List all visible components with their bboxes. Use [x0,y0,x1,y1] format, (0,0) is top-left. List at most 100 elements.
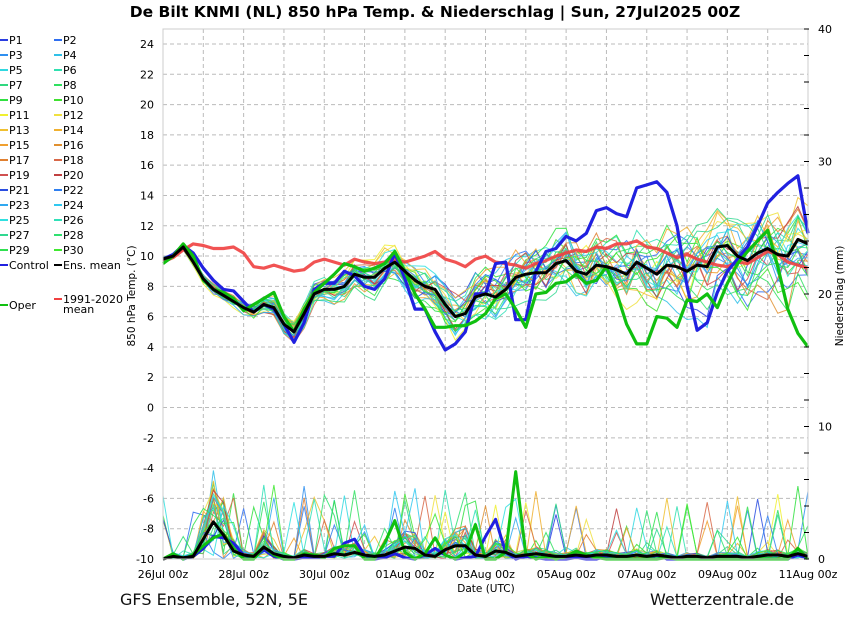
legend-item: P20 [54,169,84,182]
legend-item: P30 [54,244,84,257]
y-tick-label: 8 [147,280,154,293]
y-tick-label: 10 [140,250,154,263]
y-tick-label: 2 [147,371,154,384]
y-tick-label: -2 [143,432,154,445]
ens-mean-precip-line [162,520,809,561]
legend-item: P26 [54,214,84,227]
legend-label: P1 [9,34,23,47]
legend-item: P10 [54,94,84,107]
legend-label: 1991-2020 [63,293,123,306]
legend-label: P26 [63,214,84,227]
y-tick-label: 18 [140,129,154,142]
legend-item: Ens. mean [54,259,121,272]
temp-line-p30 [162,235,809,335]
legend-label: P22 [63,184,84,197]
grid [163,29,808,560]
legend-label: P16 [63,139,84,152]
legend-label: Control [9,259,49,272]
y-tick-label: -4 [143,462,154,475]
legend-label: P30 [63,244,84,257]
legend-item: P23 [0,199,30,212]
y2-tick-label: 20 [818,288,832,301]
legend-item: Control [0,259,49,272]
legend-item: P27 [0,229,30,242]
legend-item: P21 [0,184,30,197]
legend-item: P19 [0,169,30,182]
x-tick-label: 07Aug 00z [617,568,676,581]
legend-item: P1 [0,34,23,47]
y-tick-label: 4 [147,341,154,354]
legend-item: P4 [54,49,77,62]
y2-axis-label: Niederschlag (mm) [834,246,846,347]
legend-item: P12 [54,109,84,122]
legend-label: P8 [63,79,77,92]
legend-label: P4 [63,49,77,62]
oper-line [162,228,810,348]
legend-label: P15 [9,139,30,152]
legend-label: P6 [63,64,77,77]
y2-tick-label: 0 [818,553,825,566]
legend-item: P18 [54,154,84,167]
legend-item: P2 [54,34,77,47]
legend-item: P3 [0,49,23,62]
legend-label: P7 [9,79,23,92]
legend-label: P28 [63,229,84,242]
legend-label: P2 [63,34,77,47]
legend-item: P25 [0,214,30,227]
legend-item: P11 [0,109,30,122]
legend-label: P29 [9,244,30,257]
legend-item: P28 [54,229,84,242]
chart-title: De Bilt KNMI (NL) 850 hPa Temp. & Nieder… [130,3,740,22]
legend: P1 P2 P3 P4 P5 P6 P7 P8 P9 P10 P11 P12 P13 P14 P15 P16 P… [0,34,123,316]
legend-label: P24 [63,199,84,212]
series-layer [162,174,810,561]
legend-label: P3 [9,49,23,62]
legend-label: P17 [9,154,30,167]
ens-mean-line [162,237,809,334]
temp-line-p7 [162,207,809,331]
legend-label: P14 [63,124,84,137]
y-tick-label: -6 [143,492,154,505]
legend-label: P10 [63,94,84,107]
x-tick-label: 09Aug 00z [698,568,757,581]
y2-tick-label: 30 [818,156,832,169]
legend-item: P17 [0,154,30,167]
legend-label: P9 [9,94,23,107]
x-axis-label: Date (UTC) [457,583,514,595]
y-axis-label: 850 hPa Temp. (°C) [126,245,138,346]
x-axis: 26Jul 00z 28Jul 00z 30Jul 00z 01Aug 00z 03Au… [138,568,838,581]
y-tick-label: 0 [147,402,154,415]
legend-label: P20 [63,169,84,182]
y2-tick-label: 10 [818,421,832,434]
legend-item: P7 [0,79,23,92]
y-tick-label: 14 [140,189,154,202]
footer-model-info: GFS Ensemble, 52N, 5E [120,590,308,609]
legend-item: P22 [54,184,84,197]
x-tick-label: 01Aug 00z [376,568,435,581]
x-tick-label: 03Aug 00z [456,568,515,581]
legend-label: P12 [63,109,84,122]
legend-label: P25 [9,214,30,227]
x-tick-label: 30Jul 00z [299,568,350,581]
y-axis-right: 0 10 20 30 40 [804,23,832,566]
legend-item: P6 [54,64,77,77]
legend-item: P9 [0,94,23,107]
x-tick-label: 11Aug 00z [779,568,838,581]
x-tick-label: 28Jul 00z [218,568,269,581]
legend-label: P19 [9,169,30,182]
legend-label: P18 [63,154,84,167]
legend-item: P29 [0,244,30,257]
legend-label: P5 [9,64,23,77]
y-tick-label: 16 [140,159,154,172]
y-tick-label: 20 [140,99,154,112]
x-tick-label: 26Jul 00z [138,568,189,581]
y-tick-label: 24 [140,38,154,51]
legend-label: Ens. mean [63,259,121,272]
legend-item: P14 [54,124,84,137]
footer-source: Wetterzentrale.de [650,590,794,609]
legend-item: P8 [54,79,77,92]
legend-item: P16 [54,139,84,152]
climatology-line [162,239,809,273]
